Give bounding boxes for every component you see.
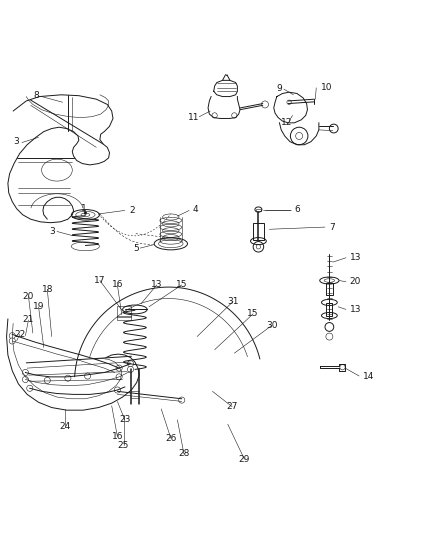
Text: 17: 17 [94,276,106,285]
Text: 24: 24 [59,422,71,431]
Circle shape [9,338,15,344]
Text: 11: 11 [188,113,200,122]
Text: 21: 21 [23,316,34,325]
Circle shape [27,385,33,391]
Text: 23: 23 [119,415,131,424]
Text: 28: 28 [178,449,190,458]
Text: 15: 15 [176,280,187,289]
Circle shape [84,212,87,214]
Text: 2: 2 [129,206,135,215]
Circle shape [179,397,185,403]
Circle shape [22,369,28,376]
Text: 27: 27 [226,402,238,411]
Circle shape [65,375,71,381]
Circle shape [85,373,91,379]
Text: 19: 19 [33,302,44,311]
Text: 26: 26 [165,434,177,443]
Text: 22: 22 [14,330,25,339]
Text: 12: 12 [281,118,293,127]
Text: 3: 3 [14,137,20,146]
Text: 9: 9 [276,84,283,93]
Text: 3: 3 [49,227,56,236]
Text: 14: 14 [363,373,374,382]
Text: 7: 7 [329,223,335,231]
Text: 30: 30 [266,321,277,330]
Text: 16: 16 [112,432,123,441]
Text: 13: 13 [350,253,361,262]
Text: 18: 18 [42,285,53,294]
Text: 8: 8 [33,91,39,100]
Text: 13: 13 [151,280,162,289]
Circle shape [9,333,15,339]
Circle shape [116,365,122,371]
Text: 1: 1 [81,204,87,213]
Circle shape [44,377,50,383]
Bar [326,282,333,295]
Circle shape [116,374,122,380]
Text: 5: 5 [133,245,139,254]
Text: 16: 16 [112,280,123,289]
Text: 15: 15 [247,309,259,318]
Circle shape [127,361,134,367]
Text: 20: 20 [350,277,361,286]
Text: 29: 29 [239,455,250,464]
Bar [326,303,332,316]
Text: 6: 6 [294,205,300,214]
Circle shape [127,366,134,373]
Bar [117,317,131,320]
Bar [117,306,131,317]
Text: 20: 20 [23,292,34,301]
Text: 13: 13 [350,305,361,314]
Circle shape [22,376,28,383]
Circle shape [114,387,120,393]
Text: 31: 31 [227,297,239,306]
Text: 25: 25 [118,441,129,450]
Bar [253,223,264,240]
Text: 10: 10 [321,83,332,92]
Text: 4: 4 [193,205,198,214]
Bar [256,209,261,211]
